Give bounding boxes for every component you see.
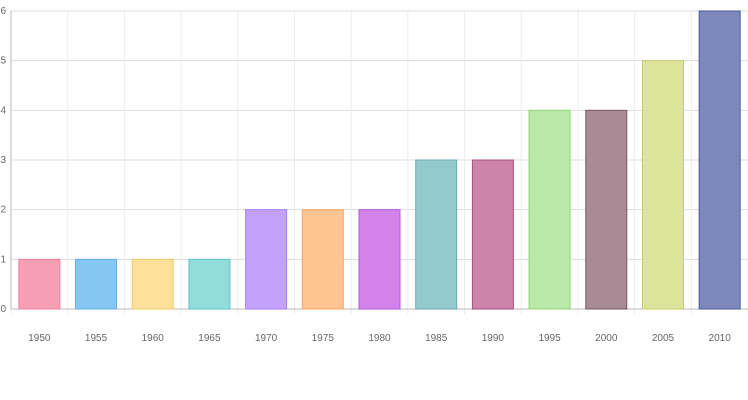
bar-1985[interactable]	[415, 159, 458, 310]
x-tick-label: 1975	[312, 333, 335, 344]
bar-1950[interactable]	[18, 258, 61, 310]
y-tick-label: 1	[0, 254, 6, 265]
y-tick-label: 4	[0, 105, 6, 116]
bar-1990[interactable]	[471, 159, 514, 310]
x-tick-label: 2010	[709, 333, 732, 344]
x-tick-label: 1965	[198, 333, 221, 344]
x-tick-label: 2005	[652, 333, 675, 344]
grid-lines	[10, 10, 748, 314]
x-tick-label: 1990	[482, 333, 505, 344]
bar-1955[interactable]	[75, 258, 118, 310]
y-tick-label: 2	[0, 205, 6, 216]
bar-1995[interactable]	[528, 109, 571, 310]
bars	[18, 10, 741, 310]
x-tick-label: 1980	[368, 333, 391, 344]
x-tick-label: 1970	[255, 333, 278, 344]
y-tick-label: 6	[0, 6, 6, 17]
bar-1965[interactable]	[188, 258, 231, 310]
bar-1980[interactable]	[358, 209, 401, 310]
bar-2005[interactable]	[641, 60, 684, 310]
bar-1975[interactable]	[301, 209, 344, 310]
x-tick-label: 1955	[85, 333, 108, 344]
x-tick-label: 1985	[425, 333, 448, 344]
x-axis-ticks: 1950 1955 1960 1965 1970 1975 1980 1985 1990 1995…	[28, 333, 731, 344]
y-tick-label: 3	[0, 155, 6, 166]
x-tick-label: 1950	[28, 333, 51, 344]
x-tick-label: 2000	[595, 333, 618, 344]
bar-1970[interactable]	[245, 209, 288, 310]
bar-1960[interactable]	[131, 258, 174, 310]
x-tick-label: 1995	[538, 333, 561, 344]
bar-2010[interactable]	[698, 10, 741, 310]
y-tick-label: 0	[0, 304, 6, 315]
y-tick-label: 5	[0, 56, 6, 67]
y-axis-ticks: 0 1 2 3 4 5 6	[0, 6, 6, 315]
x-tick-label: 1960	[142, 333, 165, 344]
bar-2000[interactable]	[585, 109, 628, 310]
